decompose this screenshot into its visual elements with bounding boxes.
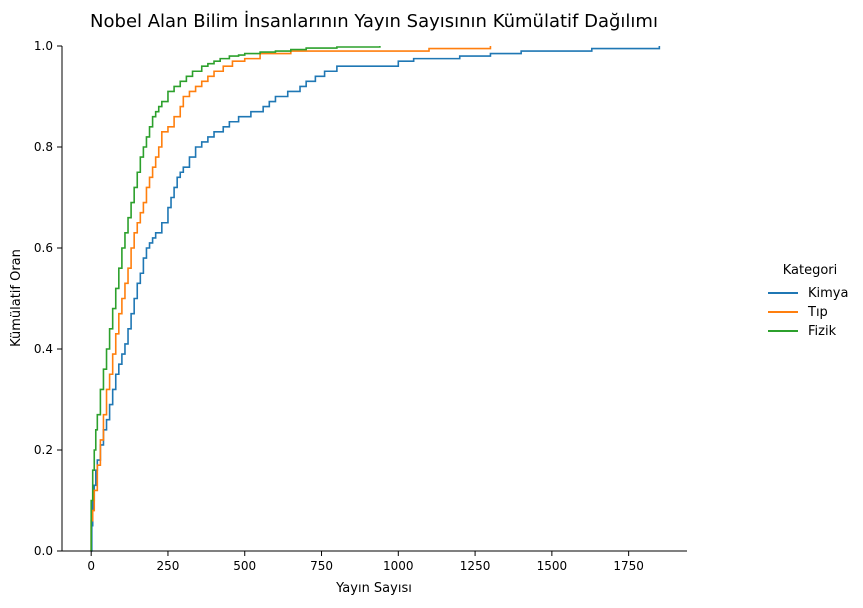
y-tick-label: 1.0 [34,39,53,53]
series-line-tıp [90,46,492,551]
x-tick-label: 500 [233,559,256,573]
y-tick-label: 0.8 [34,140,53,154]
y-tick-label: 0.4 [34,342,53,356]
x-axis: 0 250 500 750 1000 1250 1500 1750 [62,550,687,573]
x-tick-label: 750 [310,559,333,573]
y-axis: 0.0 0.2 0.4 0.6 0.8 1.0 [34,39,63,558]
legend-label: Fizik [808,324,837,339]
x-tick-label: 0 [87,559,95,573]
x-tick-label: 1250 [460,559,491,573]
y-tick-label: 0.0 [34,544,53,558]
x-axis-label: Yayın Sayısı [335,581,412,596]
legend: Kategori Kimya Tıp Fizik [768,263,848,339]
legend-label: Kimya [808,286,848,301]
x-tick-label: 1750 [613,559,644,573]
y-tick-label: 0.6 [34,241,53,255]
legend-title: Kategori [783,263,838,278]
legend-label: Tıp [807,305,828,320]
y-tick-label: 0.2 [34,443,53,457]
series-group [90,46,661,552]
y-axis-label: Kümülatif Oran [9,249,24,347]
chart-title: Nobel Alan Bilim İnsanlarının Yayın Sayı… [90,11,658,32]
x-tick-label: 250 [157,559,180,573]
x-tick-label: 1000 [383,559,414,573]
series-line-fizik [90,46,381,551]
series-line-kimya [90,46,661,552]
x-tick-label: 1500 [537,559,568,573]
